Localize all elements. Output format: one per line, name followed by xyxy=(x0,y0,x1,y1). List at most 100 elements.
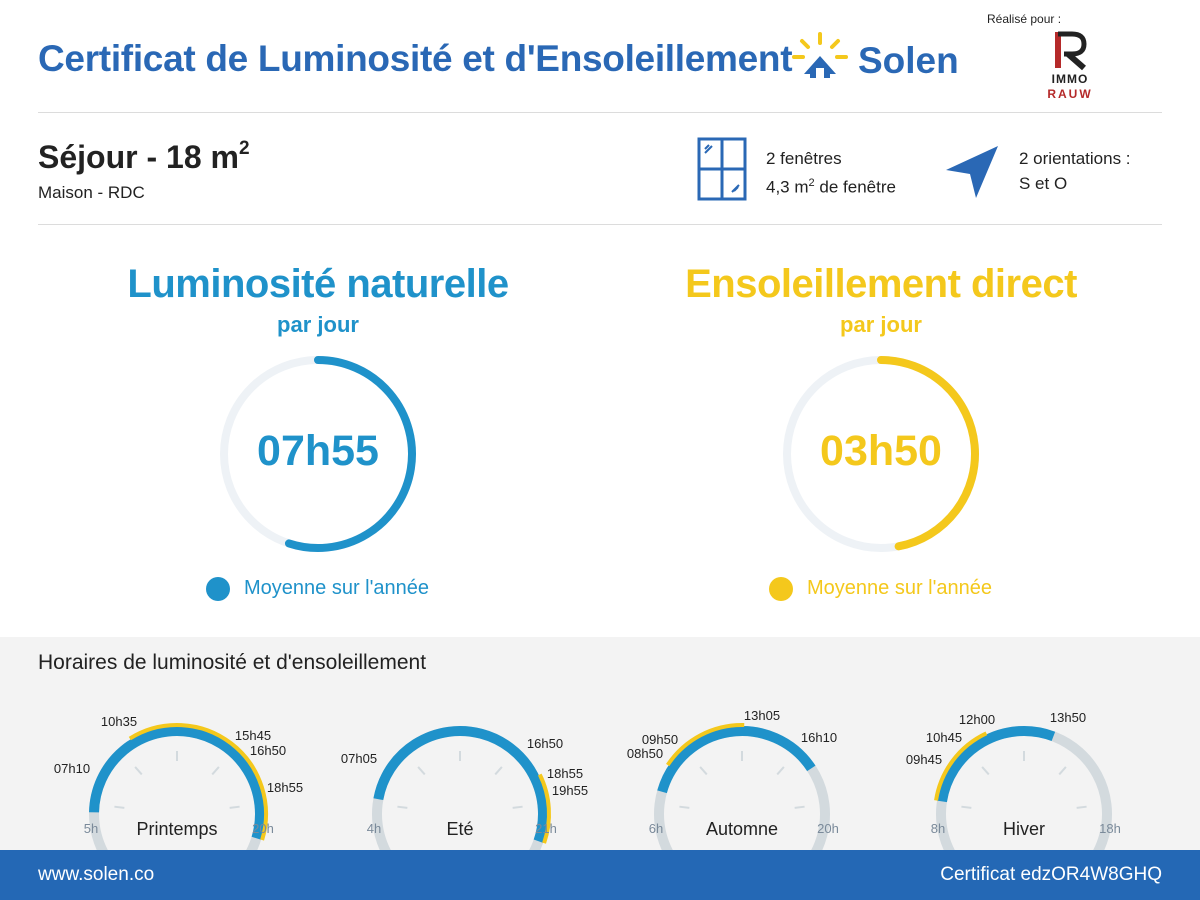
gauge-tick xyxy=(981,766,990,776)
gauge-time-label: 10h35 xyxy=(101,714,137,729)
room-subtitle: Maison - RDC xyxy=(38,183,145,202)
ensoleillement-legend-dot xyxy=(769,577,793,601)
season-gauges: 5h 20h Printemps 4h 21h Eté 6h 20h Automne 8h 18h H… xyxy=(54,708,1121,850)
gauge-time-label: 12h00 xyxy=(959,712,995,727)
gauge-max-label: 20h xyxy=(817,821,839,836)
gauge-tick xyxy=(776,766,785,776)
gauge-tick xyxy=(512,805,523,809)
gauge-tick xyxy=(961,805,972,809)
ensoleillement-ring xyxy=(783,356,979,552)
gauge-time-label: 16h50 xyxy=(527,736,563,751)
schedule-title: Horaires de luminosité et d'ensoleilleme… xyxy=(38,651,427,674)
luminosite-legend-dot xyxy=(206,577,230,601)
gauge-min-label: 5h xyxy=(84,821,98,836)
gauge-blue-arc xyxy=(89,726,265,840)
gauge-tick xyxy=(114,805,125,809)
gauge-yellow-arc xyxy=(128,723,268,841)
luminosite-value: 07h55 xyxy=(257,427,379,475)
gauge-max-label: 20h xyxy=(252,821,274,836)
gauge-min-label: 8h xyxy=(931,821,945,836)
client-logo: IMMO RAUW xyxy=(1032,30,1108,104)
gauge-tick xyxy=(699,766,708,776)
gauge-season-name: Printemps xyxy=(136,819,217,839)
ensoleillement-subtitle: par jour xyxy=(840,312,922,337)
luminosite-ring xyxy=(220,356,416,552)
window-area-sup: 2 xyxy=(808,177,815,189)
gauge-tick xyxy=(1076,805,1087,809)
gauge-time-label: 09h45 xyxy=(906,752,942,767)
window-icon xyxy=(697,137,747,201)
gauge-tick xyxy=(794,805,805,809)
gauge-time-label: 15h45 xyxy=(235,728,271,743)
gauge-time-label: 16h10 xyxy=(801,730,837,745)
ensoleillement-legend-text: Moyenne sur l'année xyxy=(807,577,993,599)
window-count: 2 fenêtres xyxy=(766,149,842,168)
gauge-tick xyxy=(494,766,503,776)
orientation-directions: S et O xyxy=(1019,174,1068,193)
luminosite-subtitle: par jour xyxy=(277,312,359,337)
schedule-section: Horaires de luminosité et d'ensoleilleme… xyxy=(0,637,1200,850)
gauge-season-name: Hiver xyxy=(1003,819,1045,839)
page-title: Certificat de Luminosité et d'Ensoleille… xyxy=(38,38,793,79)
gauge-time-label: 10h45 xyxy=(926,730,962,745)
gauge-time-label: 18h55 xyxy=(547,766,583,781)
window-area-value: 4,3 m xyxy=(766,177,809,197)
window-area: 4,3 m2 de fenêtre xyxy=(766,171,896,200)
room-name-text: Séjour - 18 m xyxy=(38,139,239,175)
gauge-tick xyxy=(417,766,426,776)
sun-house-icon xyxy=(792,32,848,78)
client-logo-line1: IMMO xyxy=(1051,72,1089,86)
gauge-tick xyxy=(1058,766,1067,776)
gauge-season-name: Eté xyxy=(446,819,473,839)
gauge-yellow-arc xyxy=(537,773,551,844)
gauge-min-label: 6h xyxy=(649,821,663,836)
gauge-tick xyxy=(134,766,143,776)
ensoleillement-title: Ensoleillement direct xyxy=(685,262,1077,306)
gauge-max-label: 18h xyxy=(1099,821,1121,836)
gauge-time-label: 08h50 xyxy=(627,746,663,761)
luminosite-title: Luminosité naturelle xyxy=(127,262,509,306)
gauge-max-label: 21h xyxy=(535,821,557,836)
gauge-yellow-arc xyxy=(934,731,988,801)
navigation-arrow-icon xyxy=(946,146,998,198)
gauge-blue-arc xyxy=(937,726,1056,803)
footer: www.solen.co Certificat edzOR4W8GHQ xyxy=(0,850,1200,900)
solen-logo: Solen xyxy=(790,30,970,86)
gauge-tick xyxy=(229,805,240,809)
gauge-time-label: 19h55 xyxy=(552,783,588,798)
client-logo-icon xyxy=(1055,31,1087,71)
gauge-time-label: 07h05 xyxy=(341,751,377,766)
gauge-time-label: 09h50 xyxy=(642,732,678,747)
gauge-season-name: Automne xyxy=(706,819,778,839)
ensoleillement-value: 03h50 xyxy=(820,427,942,475)
gauge-time-label: 18h55 xyxy=(267,780,303,795)
window-area-suffix: de fenêtre xyxy=(814,177,896,197)
gauge-min-label: 4h xyxy=(367,821,381,836)
luminosite-legend-text: Moyenne sur l'année xyxy=(244,577,430,599)
gauge-tick xyxy=(397,805,408,809)
ensoleillement-panel: Ensoleillement direct par jour 03h50 Moy… xyxy=(671,262,1091,622)
brand-name: Solen xyxy=(858,40,959,81)
gauge-tick xyxy=(679,805,690,809)
window-info: 2 fenêtres 4,3 m2 de fenêtre xyxy=(766,146,896,200)
orientation-count: 2 orientations : xyxy=(1019,149,1131,168)
gauge-time-label: 16h50 xyxy=(250,743,286,758)
gauge-blue-arc xyxy=(657,726,816,794)
gauge-tick xyxy=(211,766,220,776)
certificate-id: Certificat edzOR4W8GHQ xyxy=(940,864,1162,885)
realise-pour-label: Réalisé pour : xyxy=(987,12,1062,26)
luminosite-ring-arc xyxy=(284,356,416,552)
client-logo-line2: RAUW xyxy=(1047,87,1093,101)
gauge-blue-arc xyxy=(373,726,548,843)
divider xyxy=(38,112,1162,113)
gauge-time-label: 07h10 xyxy=(54,761,90,776)
room-name: Séjour - 18 m2 xyxy=(38,138,250,176)
luminosite-panel: Luminosité naturelle par jour 07h55 Moye… xyxy=(108,262,528,622)
gauge-yellow-arc xyxy=(666,723,745,767)
website-link[interactable]: www.solen.co xyxy=(38,864,155,885)
room-name-sup: 2 xyxy=(238,138,250,159)
divider xyxy=(38,224,1162,225)
gauge-time-label: 13h50 xyxy=(1050,710,1086,725)
gauge-time-label: 13h05 xyxy=(744,708,780,723)
orientation-info: 2 orientations : S et O xyxy=(1019,146,1131,196)
